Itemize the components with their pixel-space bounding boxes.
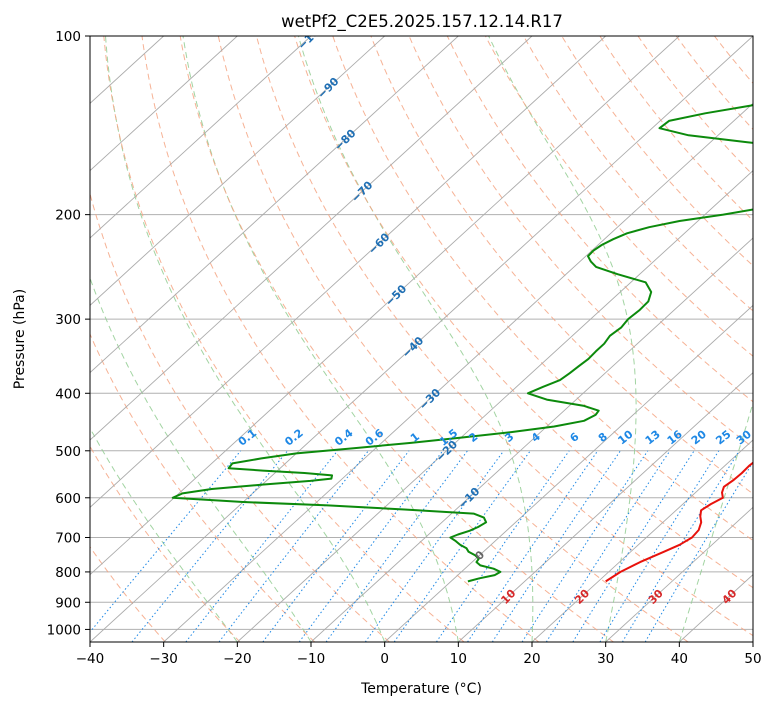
isotherm-line xyxy=(531,439,753,642)
dry-adiabat-line xyxy=(141,36,540,642)
x-tick-label: −10 xyxy=(297,651,326,667)
mixing-ratio-line xyxy=(218,450,369,642)
mixing-ratio-line xyxy=(262,450,410,642)
isotherm-line xyxy=(237,170,753,642)
sounding-series xyxy=(171,104,753,583)
dry-adiabat-line xyxy=(179,36,614,642)
y-axis-label: Pressure (hPa) xyxy=(12,289,28,389)
skewed-isotherms xyxy=(90,36,753,642)
dry-adiabat-line xyxy=(256,36,753,637)
moist-adiabat-line xyxy=(90,427,238,642)
dry-adiabat-line xyxy=(90,445,241,642)
mixing-ratio-line xyxy=(185,450,338,642)
dry-adiabat-line xyxy=(599,36,753,222)
isotherm-line xyxy=(90,36,753,642)
mixing-ratio-line xyxy=(364,450,505,642)
x-tick-label: 50 xyxy=(744,651,761,667)
y-tick-label: 300 xyxy=(55,312,81,328)
plot-frame xyxy=(89,35,754,643)
pressure-gridlines xyxy=(90,36,753,630)
dry-adiabat-line xyxy=(484,36,753,357)
y-tick-label: 100 xyxy=(55,29,81,45)
isotherm-line xyxy=(384,304,753,642)
temperature-line xyxy=(605,461,753,583)
chart-title: wetPf2_C2E5.2025.157.12.14.R17 xyxy=(281,12,563,32)
mixing-ratio-line xyxy=(572,450,695,642)
x-tick-label: −30 xyxy=(149,651,178,667)
dry-adiabat-line xyxy=(90,191,390,642)
x-tick-label: −40 xyxy=(76,651,105,667)
moist-adiabat-line xyxy=(678,401,753,642)
x-tick-label: −20 xyxy=(223,651,252,667)
x-tick-label: 30 xyxy=(597,651,614,667)
isotherm-line xyxy=(310,237,753,642)
moist-adiabat-line xyxy=(182,36,459,642)
mixing-ratio-line xyxy=(621,450,740,642)
y-tick-label: 1000 xyxy=(47,622,81,638)
isotherm-line xyxy=(90,36,459,374)
dry-adiabat-line xyxy=(370,36,753,495)
isotherm-line xyxy=(90,36,238,172)
x-tick-label: 10 xyxy=(450,651,467,667)
y-tick-label: 400 xyxy=(55,386,81,402)
moist-adiabat-line xyxy=(105,36,386,642)
dry-adiabat-line xyxy=(103,36,465,642)
isotherm-line xyxy=(458,372,753,642)
dewpoint-line xyxy=(171,104,753,583)
x-axis-ticks: −40 −30 −20 −10 0 10 20 30 40 50 xyxy=(76,642,762,667)
x-tick-label: 20 xyxy=(523,651,540,667)
x-tick-label: 0 xyxy=(380,651,389,667)
mixing-ratio-line xyxy=(131,450,288,642)
y-tick-label: 900 xyxy=(55,595,81,611)
mixing-ratio-line xyxy=(545,450,671,642)
y-tick-label: 800 xyxy=(55,565,81,581)
mixing-ratio-line xyxy=(467,450,599,642)
y-tick-label: 500 xyxy=(55,444,81,460)
y-tick-label: 700 xyxy=(55,531,81,547)
isotherm-line xyxy=(90,36,533,441)
y-tick-label: 200 xyxy=(55,208,81,224)
y-tick-label: 600 xyxy=(55,491,81,507)
isotherm-line xyxy=(163,102,753,642)
moist-adiabat-line xyxy=(488,36,637,642)
x-axis-label: Temperature (°C) xyxy=(360,681,482,697)
isotherm-line xyxy=(90,36,312,239)
isotherm-line xyxy=(90,36,385,306)
mixing-ratio-line xyxy=(644,461,753,642)
mixing-ratio-line xyxy=(90,450,242,633)
isotherm-line xyxy=(90,36,680,576)
dry-adiabat-line xyxy=(561,36,753,267)
y-axis-ticks: 100 200 300 400 500 600 700 800 900 1000 xyxy=(47,29,90,638)
dry-adiabat-line xyxy=(217,36,689,642)
dry-adiabat-line xyxy=(446,36,753,403)
dry-adiabat-line xyxy=(408,36,753,449)
isotherm-line xyxy=(605,506,753,642)
mixing-ratio-line xyxy=(599,450,720,642)
x-tick-label: 40 xyxy=(671,651,688,667)
isotherm-line xyxy=(90,36,606,508)
moist-adiabat-line xyxy=(297,36,534,642)
